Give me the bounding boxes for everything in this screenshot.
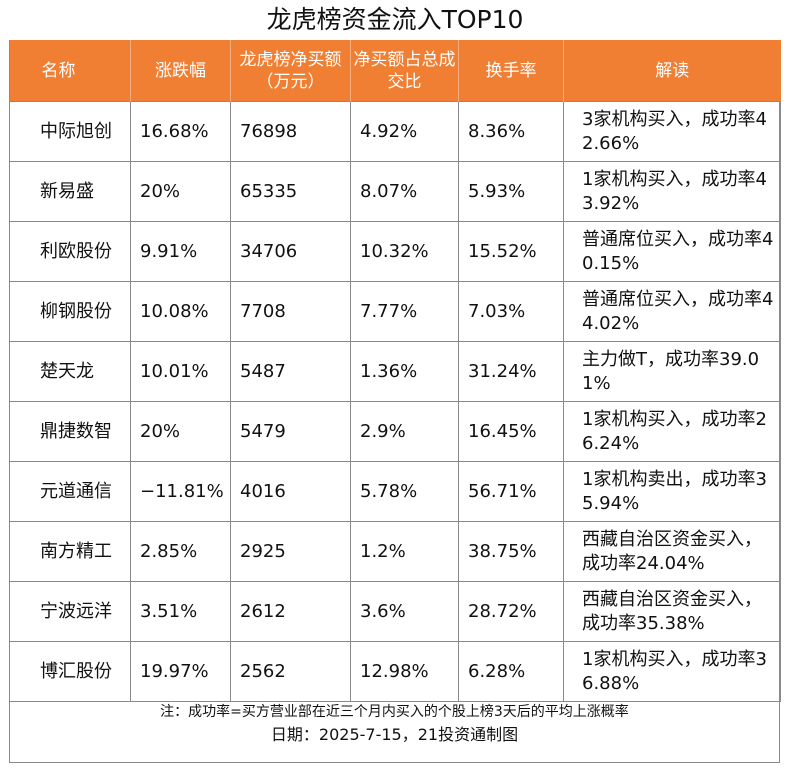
turnover-cell: 28.72%: [458, 581, 564, 642]
data-table: 名称 涨跌幅 龙虎榜净买额（万元） 净买额占总成交比 换手率 解读 中际旭创 1…: [9, 40, 781, 702]
ratio-cell: 1.2%: [350, 521, 459, 582]
table-row: 中际旭创 16.68% 76898 4.92% 8.36% 3家机构买入，成功率…: [9, 101, 781, 162]
change-cell: 9.91%: [130, 221, 231, 282]
ratio-cell: 12.98%: [350, 641, 459, 702]
table-row: 利欧股份 9.91% 34706 10.32% 15.52% 普通席位买入，成功…: [9, 221, 781, 282]
note-cell: 1家机构买入，成功率43.92%: [563, 161, 781, 222]
turnover-cell: 5.93%: [458, 161, 564, 222]
ratio-cell: 10.32%: [350, 221, 459, 282]
change-cell: 20%: [130, 401, 231, 462]
change-cell: 16.68%: [130, 101, 231, 162]
stock-name: 鼎捷数智: [9, 401, 131, 462]
net-buy-cell: 2612: [230, 581, 351, 642]
change-cell: 2.85%: [130, 521, 231, 582]
stock-name: 利欧股份: [9, 221, 131, 282]
ratio-cell: 1.36%: [350, 341, 459, 402]
turnover-cell: 8.36%: [458, 101, 564, 162]
stock-name: 南方精工: [9, 521, 131, 582]
header-note: 解读: [563, 40, 781, 102]
net-buy-cell: 2562: [230, 641, 351, 702]
note-cell: 3家机构买入，成功率42.66%: [563, 101, 781, 162]
net-buy-cell: 4016: [230, 461, 351, 522]
stock-name: 新易盛: [9, 161, 131, 222]
net-buy-cell: 7708: [230, 281, 351, 342]
change-cell: 10.01%: [130, 341, 231, 402]
turnover-cell: 38.75%: [458, 521, 564, 582]
ratio-cell: 8.07%: [350, 161, 459, 222]
header-turnover: 换手率: [458, 40, 564, 102]
ratio-cell: 5.78%: [350, 461, 459, 522]
net-buy-cell: 2925: [230, 521, 351, 582]
net-buy-cell: 65335: [230, 161, 351, 222]
ratio-cell: 3.6%: [350, 581, 459, 642]
turnover-cell: 56.71%: [458, 461, 564, 522]
table-row: 宁波远洋 3.51% 2612 3.6% 28.72% 西藏自治区资金买入，成功…: [9, 581, 781, 642]
stock-name: 中际旭创: [9, 101, 131, 162]
table-header-row: 名称 涨跌幅 龙虎榜净买额（万元） 净买额占总成交比 换手率 解读: [9, 40, 781, 102]
note-cell: 西藏自治区资金买入，成功率35.38%: [563, 581, 781, 642]
turnover-cell: 6.28%: [458, 641, 564, 702]
change-cell: 20%: [130, 161, 231, 222]
page-title: 龙虎榜资金流入TOP10: [266, 5, 524, 34]
date-line: 日期：2025-7-15，21投资通制图: [270, 725, 519, 744]
change-cell: 3.51%: [130, 581, 231, 642]
note-cell: 1家机构买入，成功率26.24%: [563, 401, 781, 462]
turnover-cell: 31.24%: [458, 341, 564, 402]
turnover-cell: 15.52%: [458, 221, 564, 282]
net-buy-cell: 5487: [230, 341, 351, 402]
note-cell: 普通席位买入，成功率40.15%: [563, 221, 781, 282]
stock-name: 宁波远洋: [9, 581, 131, 642]
change-cell: 19.97%: [130, 641, 231, 702]
header-name: 名称: [9, 40, 131, 102]
net-buy-cell: 34706: [230, 221, 351, 282]
stock-name: 楚天龙: [9, 341, 131, 402]
table-row: 楚天龙 10.01% 5487 1.36% 31.24% 主力做T，成功率39.…: [9, 341, 781, 402]
stock-name: 博汇股份: [9, 641, 131, 702]
header-ratio: 净买额占总成交比: [350, 40, 459, 102]
net-buy-cell: 5479: [230, 401, 351, 462]
table-row: 柳钢股份 10.08% 7708 7.77% 7.03% 普通席位买入，成功率4…: [9, 281, 781, 342]
footnote: 注：成功率=买方营业部在近三个月内买入的个股上榜3天后的平均上涨概率: [160, 704, 629, 720]
note-cell: 主力做T，成功率39.01%: [563, 341, 781, 402]
turnover-cell: 16.45%: [458, 401, 564, 462]
ratio-cell: 7.77%: [350, 281, 459, 342]
header-net-buy: 龙虎榜净买额（万元）: [230, 40, 351, 102]
change-cell: 10.08%: [130, 281, 231, 342]
table-row: 元道通信 −11.81% 4016 5.78% 56.71% 1家机构卖出，成功…: [9, 461, 781, 522]
table-row: 南方精工 2.85% 2925 1.2% 38.75% 西藏自治区资金买入，成功…: [9, 521, 781, 582]
footer: 注：成功率=买方营业部在近三个月内买入的个股上榜3天后的平均上涨概率 日期：20…: [10, 701, 779, 747]
table-row: 鼎捷数智 20% 5479 2.9% 16.45% 1家机构买入，成功率26.2…: [9, 401, 781, 462]
note-cell: 西藏自治区资金买入，成功率24.04%: [563, 521, 781, 582]
change-cell: −11.81%: [130, 461, 231, 522]
turnover-cell: 7.03%: [458, 281, 564, 342]
net-buy-cell: 76898: [230, 101, 351, 162]
table-row: 博汇股份 19.97% 2562 12.98% 6.28% 1家机构买入，成功率…: [9, 641, 781, 702]
note-cell: 普通席位买入，成功率44.02%: [563, 281, 781, 342]
ratio-cell: 2.9%: [350, 401, 459, 462]
header-change: 涨跌幅: [130, 40, 231, 102]
note-cell: 1家机构买入，成功率36.88%: [563, 641, 781, 702]
note-cell: 1家机构卖出，成功率35.94%: [563, 461, 781, 522]
table-row: 新易盛 20% 65335 8.07% 5.93% 1家机构买入，成功率43.9…: [9, 161, 781, 222]
stock-name: 柳钢股份: [9, 281, 131, 342]
stock-name: 元道通信: [9, 461, 131, 522]
ratio-cell: 4.92%: [350, 101, 459, 162]
